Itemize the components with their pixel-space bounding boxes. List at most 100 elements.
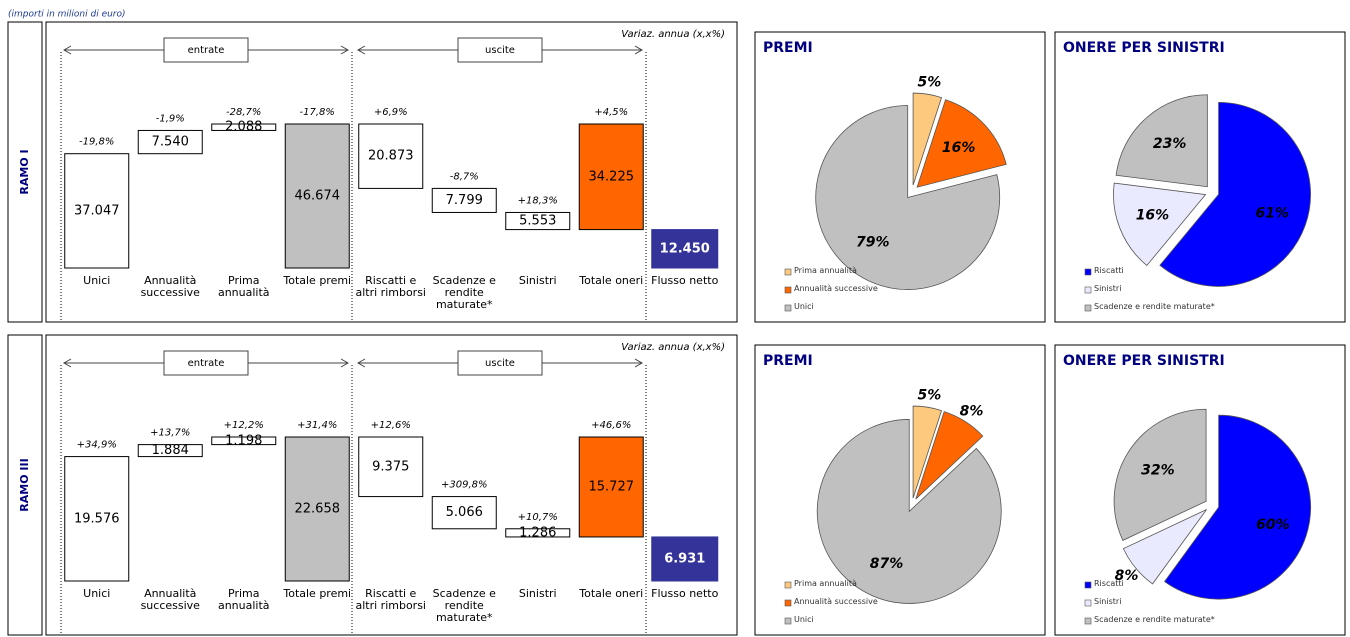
- change-label: +4,5%: [594, 107, 628, 118]
- bar: [505, 211, 571, 231]
- value-label: 7.540: [152, 135, 189, 150]
- value-label: 7.799: [446, 193, 483, 208]
- bar: [211, 436, 277, 446]
- group-label: uscite: [485, 358, 515, 369]
- slice-label: 87%: [870, 556, 904, 572]
- bar: [578, 123, 644, 231]
- category-label: Sinistri: [518, 274, 557, 287]
- pie-slice: [912, 405, 943, 499]
- category-label: Unici: [83, 587, 111, 600]
- legend-label: Annualità successive: [794, 597, 878, 606]
- pie-slice: [916, 99, 1007, 188]
- bar: [137, 444, 203, 458]
- category-label: Riscatti e altri rimborsi: [355, 274, 426, 299]
- category-label: Annualità successive: [140, 587, 200, 612]
- category-label: Prima annualità: [217, 587, 270, 612]
- change-label: +309,8%: [441, 480, 488, 491]
- category-label: Unici: [83, 274, 111, 287]
- slice-label: 32%: [1141, 463, 1175, 479]
- slice-label: 16%: [942, 140, 976, 156]
- slice-label: 8%: [960, 403, 984, 419]
- value-label: 1.286: [519, 525, 556, 540]
- category-label: Scadenze e rendite maturate*: [432, 274, 496, 311]
- value-label: 46.674: [295, 189, 341, 204]
- legend-swatch: [1084, 581, 1092, 589]
- pie-title: ONERE PER SINISTRI: [1063, 40, 1225, 56]
- bar: [651, 229, 719, 269]
- legend-label: Scadenze e rendite maturate*: [1094, 302, 1215, 311]
- value-label: 1.198: [225, 433, 262, 448]
- category-label: Sinistri: [518, 587, 557, 600]
- pie-slice: [912, 92, 943, 186]
- category-label: Annualità successive: [140, 274, 200, 299]
- group-label: entrate: [188, 358, 225, 369]
- pie-slice: [1113, 408, 1207, 541]
- legend-swatch: [1084, 599, 1092, 607]
- legend-swatch: [784, 268, 792, 276]
- bar: [651, 536, 719, 582]
- value-label: 1.884: [152, 443, 189, 458]
- bar: [358, 436, 424, 498]
- legend-swatch: [784, 581, 792, 589]
- value-label: 22.658: [295, 502, 341, 517]
- bar: [211, 123, 277, 131]
- bar: [431, 187, 497, 213]
- group-box: [163, 350, 249, 376]
- value-label: 6.931: [664, 551, 705, 566]
- value-label: 5.066: [446, 505, 483, 520]
- slice-label: 60%: [1256, 517, 1290, 533]
- pie-title: PREMI: [763, 40, 813, 56]
- pie-slice: [1164, 414, 1312, 600]
- pie-slice: [815, 105, 1001, 290]
- category-label: Flusso netto: [651, 274, 719, 287]
- value-label: 12.450: [660, 241, 710, 256]
- change-label: +6,9%: [374, 107, 408, 118]
- category-label: Flusso netto: [651, 587, 719, 600]
- legend-label: Unici: [794, 302, 814, 311]
- value-label: 15.727: [589, 479, 635, 494]
- legend-label: Sinistri: [1094, 597, 1122, 606]
- arrow-head: [356, 45, 644, 55]
- arrow-head: [62, 358, 350, 368]
- bar: [505, 528, 571, 538]
- bar: [284, 123, 350, 269]
- slice-label: 8%: [1115, 568, 1139, 584]
- change-label: +13,7%: [150, 428, 190, 439]
- pie-slice: [816, 419, 1002, 604]
- arrow-head: [62, 45, 350, 55]
- row-label-box: [7, 334, 43, 636]
- category-label: Totale oneri: [579, 274, 644, 287]
- category-label: Riscatti e altri rimborsi: [355, 587, 426, 612]
- legend-swatch: [1084, 268, 1092, 276]
- row-label: RAMO I: [18, 149, 31, 194]
- slice-label: 61%: [1255, 206, 1289, 222]
- bar: [431, 496, 497, 530]
- change-label: +31,4%: [297, 420, 337, 431]
- row-label-box: [7, 21, 43, 323]
- group-label: uscite: [485, 45, 515, 56]
- slice-label: 16%: [1136, 208, 1170, 224]
- slice-label: 5%: [917, 74, 941, 90]
- change-label: +34,9%: [77, 440, 117, 451]
- value-label: 37.047: [74, 203, 120, 218]
- group-box: [163, 37, 249, 63]
- legend-swatch: [784, 617, 792, 625]
- bar: [284, 436, 350, 582]
- category-label: Totale premi: [283, 587, 352, 600]
- slice-label: 79%: [856, 235, 890, 251]
- legend-label: Scadenze e rendite maturate*: [1094, 615, 1215, 624]
- arrow-head: [356, 358, 644, 368]
- bar: [64, 153, 130, 269]
- change-label: +12,6%: [371, 420, 411, 431]
- legend-swatch: [1084, 286, 1092, 294]
- note: (importi in milioni di euro): [8, 10, 126, 20]
- pie-title: PREMI: [763, 353, 813, 369]
- bar: [358, 123, 424, 189]
- change-label: -28,7%: [226, 107, 261, 118]
- legend-label: Riscatti: [1094, 266, 1124, 275]
- change-label: +12,2%: [224, 420, 264, 431]
- bar: [137, 129, 203, 155]
- legend-label: Prima annualità: [794, 266, 857, 275]
